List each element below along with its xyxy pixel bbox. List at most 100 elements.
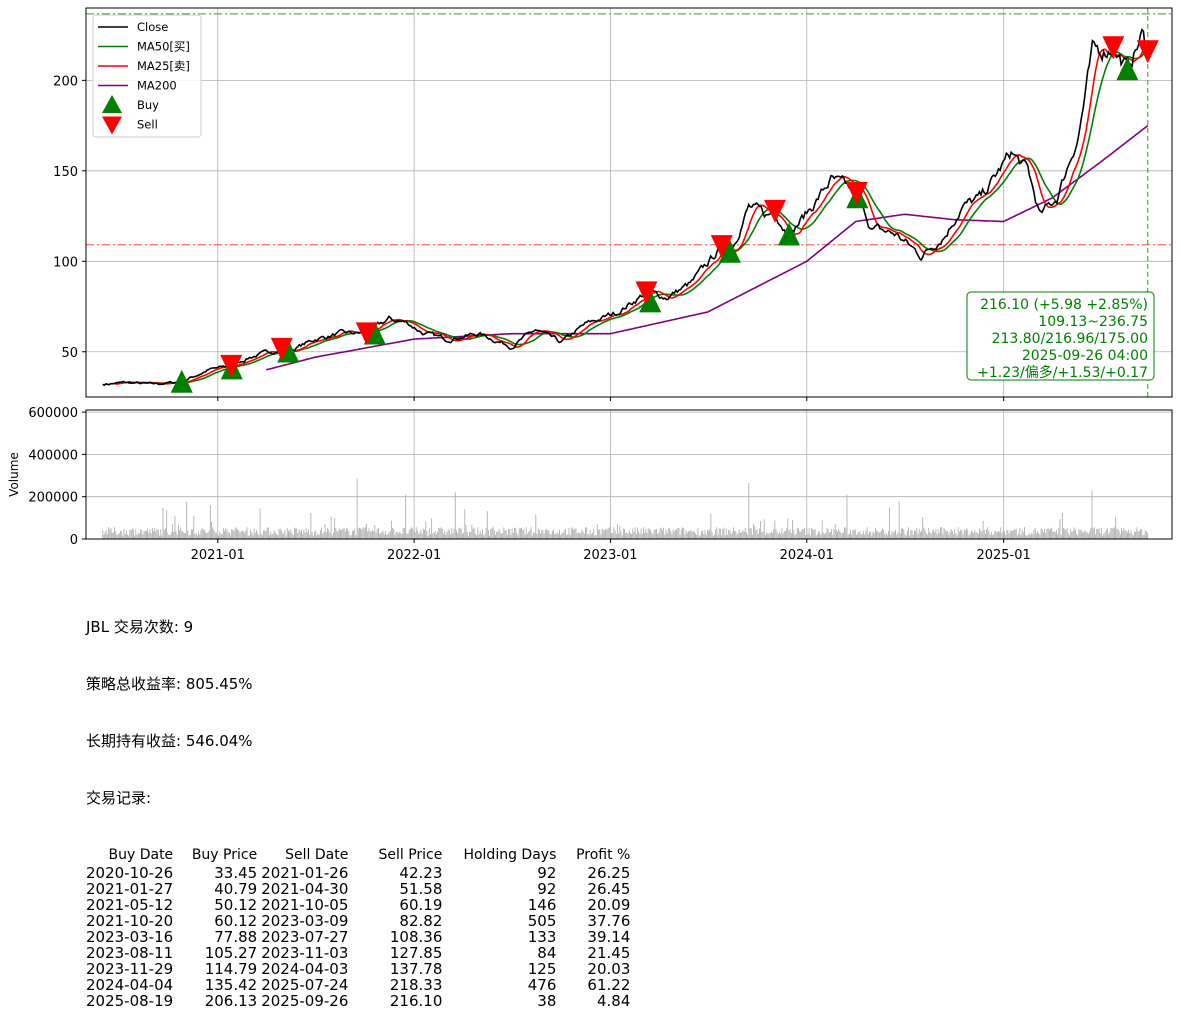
sell-marker: [845, 181, 868, 205]
header-profit: Profit %: [576, 847, 631, 863]
trade-holding-days: 505: [527, 912, 557, 930]
trade-sell-date: 2024-04-03: [261, 960, 349, 978]
trade-buy-price: 77.88: [214, 928, 258, 946]
buy-marker: [1116, 57, 1139, 81]
volume-axis-label: Volume: [7, 452, 21, 497]
x-tick-label: 2022-01: [387, 548, 441, 563]
summary-trade-count: JBL 交易次数: 9: [86, 618, 194, 636]
trade-sell-price: 51.58: [399, 880, 443, 898]
trade-profit: 4.84: [596, 992, 631, 1010]
trade-row: 2023-08-11 105.27 2023-11-03 127.85 84 21.45: [86, 945, 634, 961]
trade-buy-date: 2025-08-19: [86, 992, 174, 1010]
header-sell-date: Sell Date: [285, 847, 349, 863]
info-box-line: 216.10 (+5.98 +2.85%): [980, 297, 1148, 313]
trade-profit: 37.76: [587, 912, 631, 930]
y-tick-label: 400000: [28, 448, 78, 463]
trade-sell-date: 2023-07-27: [261, 928, 349, 946]
sell-marker: [220, 354, 243, 378]
price-panel: 50 100 150 200 Close MA50[买] MA25[卖] MA200 Buy Se…: [53, 7, 1173, 401]
info-box-line: 213.80/216.96/175.00: [992, 331, 1148, 347]
trade-profit: 21.45: [587, 944, 631, 962]
trade-row: 2020-10-26 33.45 2021-01-26 42.23 92 26.25: [86, 865, 634, 881]
trade-row: 2023-03-16 77.88 2023-07-27 108.36 133 39.14: [86, 929, 634, 945]
buy-marker: [718, 239, 741, 263]
sell-marker: [1102, 36, 1125, 60]
trade-sell-price: 216.10: [389, 992, 443, 1010]
trade-buy-date: 2021-05-12: [86, 896, 174, 914]
trade-sell-date: 2021-01-26: [261, 864, 349, 882]
info-box-line: 109.13~236.75: [1038, 314, 1148, 330]
trade-holding-days: 84: [537, 944, 557, 962]
y-tick-label: 0: [70, 533, 78, 548]
legend-label: Buy: [137, 98, 159, 112]
trade-sell-date: 2023-11-03: [261, 944, 349, 962]
legend: Close MA50[买] MA25[卖] MA200 Buy Sell: [92, 14, 202, 138]
trade-holding-days: 133: [527, 928, 557, 946]
buy-marker: [170, 369, 193, 393]
volume-panel: 0 200000 400000 600000 2021-01 2022-01 2023-01…: [7, 406, 1173, 563]
legend-label: Close: [137, 20, 168, 34]
trade-holding-days: 476: [527, 976, 557, 994]
trade-holding-days: 92: [537, 864, 557, 882]
trade-buy-price: 114.79: [204, 960, 258, 978]
header-buy-date: Buy Date: [108, 847, 174, 863]
trades-table: Buy Date Buy Price Sell Date Sell Price …: [86, 846, 634, 1009]
trade-row: 2021-05-12 50.12 2021-10-05 60.19 146 20.09: [86, 897, 634, 913]
buy-marker: [778, 222, 801, 246]
trade-row: 2024-04-04 135.42 2025-07-24 218.33 476 61.22: [86, 977, 634, 993]
trade-buy-date: 2023-08-11: [86, 944, 174, 962]
header-holding-days: Holding Days: [463, 847, 557, 863]
buy-marker: [639, 289, 662, 313]
header-sell-price: Sell Price: [378, 847, 443, 863]
trade-sell-price: 218.33: [389, 976, 443, 994]
header-buy-price: Buy Price: [191, 847, 258, 863]
volume-frame-top: [85, 409, 1173, 540]
trades-header-row: Buy Date Buy Price Sell Date Sell Price …: [86, 846, 634, 865]
sell-marker: [1136, 40, 1159, 64]
trade-holding-days: 38: [537, 992, 557, 1010]
info-box-frame: [966, 291, 1155, 381]
summary-strategy-return: 策略总收益率: 805.45%: [86, 675, 253, 693]
trade-buy-date: 2021-10-20: [86, 912, 174, 930]
sell-marker: [355, 322, 378, 346]
y-tick-label: 150: [53, 165, 78, 180]
trade-sell-date: 2021-04-30: [261, 880, 349, 898]
trade-sell-date: 2025-09-26: [261, 992, 349, 1010]
legend-sell-icon: [102, 116, 122, 135]
trade-buy-price: 40.79: [214, 880, 258, 898]
summary-buy-hold-return: 长期持有收益: 546.04%: [86, 732, 253, 750]
trade-sell-date: 2025-07-24: [261, 976, 349, 994]
trade-profit: 26.25: [587, 864, 631, 882]
trade-buy-price: 60.12: [214, 912, 258, 930]
trade-sell-price: 127.85: [389, 944, 443, 962]
info-box-line: +1.23/偏多/+1.53/+0.17: [977, 364, 1148, 381]
summary-records-label: 交易记录:: [86, 789, 152, 807]
sell-marker: [764, 199, 787, 223]
legend-label: MA200: [137, 79, 177, 93]
legend-label: Sell: [137, 118, 158, 132]
trade-row: 2023-11-29 114.79 2024-04-03 137.78 125 20.03: [86, 961, 634, 977]
trade-buy-price: 135.42: [204, 976, 258, 994]
x-tick-label: 2024-01: [780, 548, 834, 563]
info-box-line: 2025-09-26 04:00: [1022, 348, 1148, 364]
x-tick-label: 2021-01: [191, 548, 245, 563]
trade-holding-days: 125: [527, 960, 557, 978]
trade-buy-price: 33.45: [214, 864, 258, 882]
trade-buy-date: 2023-11-29: [86, 960, 174, 978]
price-frame: [85, 7, 1173, 398]
trade-sell-price: 60.19: [399, 896, 443, 914]
trade-buy-date: 2023-03-16: [86, 928, 174, 946]
trade-profit: 26.45: [587, 880, 631, 898]
stock-chart: 50 100 150 200 Close MA50[买] MA25[卖] MA200 Buy Se…: [7, 7, 1173, 563]
trade-profit: 61.22: [587, 976, 631, 994]
trade-holding-days: 146: [527, 896, 557, 914]
y-tick-label: 100: [53, 255, 78, 270]
trade-buy-date: 2021-01-27: [86, 880, 174, 898]
trade-row: 2021-10-20 60.12 2023-03-09 82.82 505 37.76: [86, 913, 634, 929]
y-tick-label: 200: [53, 74, 78, 89]
x-tick-label: 2025-01: [976, 548, 1030, 563]
trade-sell-price: 137.78: [389, 960, 443, 978]
trade-row: 2021-01-27 40.79 2021-04-30 51.58 92 26.45: [86, 881, 634, 897]
legend-label: MA25[卖]: [137, 59, 190, 73]
volume-frame: [85, 409, 1173, 540]
